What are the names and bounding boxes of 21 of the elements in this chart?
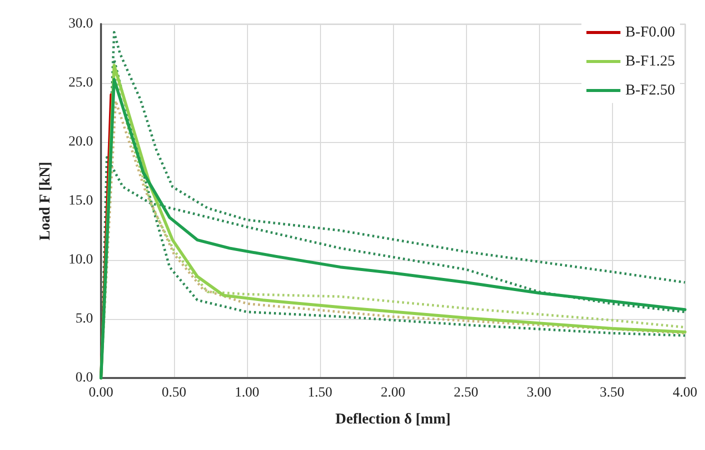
y-tick-label: 10.0 bbox=[68, 252, 93, 268]
x-tick-label: 3.50 bbox=[600, 386, 624, 400]
legend-label: B-F0.00 bbox=[625, 24, 675, 40]
x-tick-label: 0.50 bbox=[162, 386, 186, 400]
x-tick-label: 0.00 bbox=[88, 386, 114, 400]
y-tick-label: 15.0 bbox=[68, 194, 93, 208]
y-axis-title: Load F [kN] bbox=[38, 162, 54, 240]
x-tick-label: 2.50 bbox=[454, 386, 478, 400]
y-tick-label: 30.0 bbox=[68, 16, 93, 32]
x-tick-label: 1.50 bbox=[308, 386, 332, 400]
y-tick-label: 20.0 bbox=[68, 134, 93, 150]
x-axis-title: Deflection δ [mm] bbox=[335, 412, 451, 428]
y-tick-label: 0.0 bbox=[76, 370, 93, 386]
y-tick-label: 25.0 bbox=[68, 76, 93, 90]
y-tick-label: 5.0 bbox=[76, 312, 93, 326]
legend-label: B-F1.25 bbox=[625, 54, 675, 70]
x-tick-label: 4.00 bbox=[672, 386, 698, 400]
x-tick-label: 2.00 bbox=[380, 386, 406, 400]
x-tick-label: 3.00 bbox=[526, 386, 552, 400]
x-tick-label: 1.00 bbox=[234, 386, 260, 400]
legend-label: B-F2.50 bbox=[625, 82, 675, 98]
